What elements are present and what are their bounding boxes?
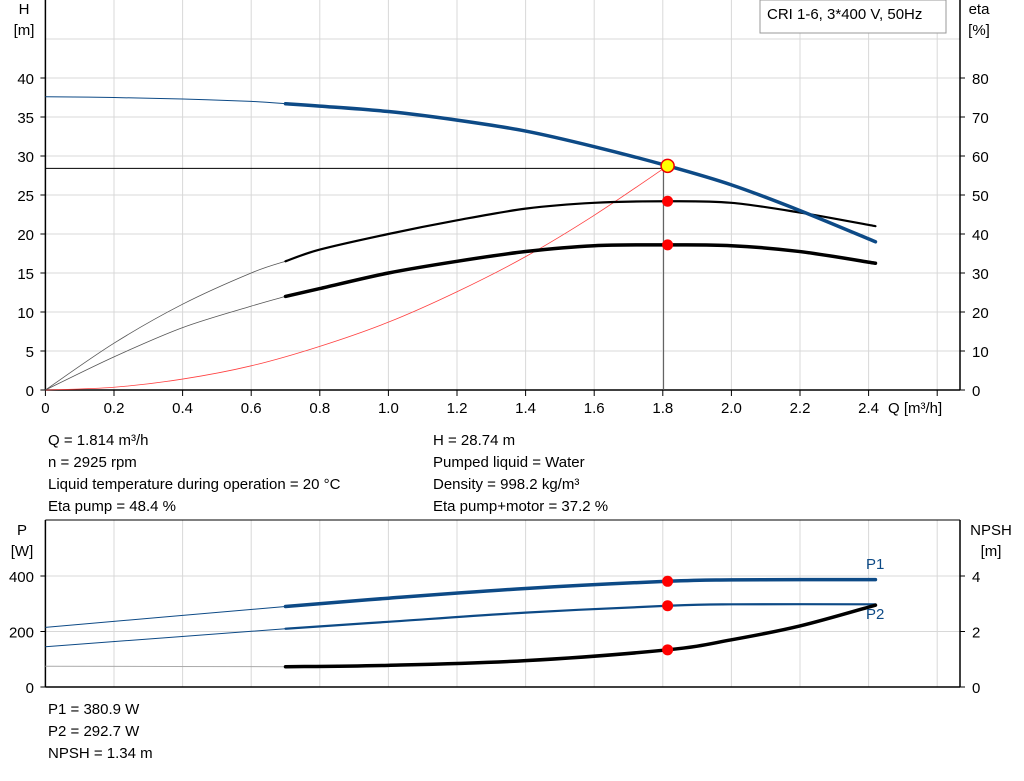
y-tick-label: 15	[17, 266, 34, 283]
y2-tick-label: 50	[972, 188, 989, 205]
y-tick-label: 20	[17, 227, 34, 244]
x-tick-label: 2.2	[790, 400, 811, 417]
p2-curve	[284, 603, 877, 630]
x-tick-label: 2.4	[858, 400, 879, 417]
info-eta-pump: Eta pump = 48.4 %	[48, 498, 176, 515]
info-bottom: P1 = 380.9 W P2 = 292.7 W NPSH = 1.34 m	[48, 699, 153, 765]
y2-tick-label: 80	[972, 71, 989, 88]
p1-label: P1	[866, 556, 884, 573]
info-npsh: NPSH = 1.34 m	[48, 745, 153, 762]
eta-total-curve-thin	[45, 296, 286, 391]
y2-tick-label: 60	[972, 149, 989, 166]
x-tick-label: 1.0	[378, 400, 399, 417]
y-tick-label: 400	[9, 569, 34, 586]
y2-tick-label: 10	[972, 344, 989, 361]
y-label-left-unit: [m]	[14, 22, 35, 39]
x-tick-label: 0.8	[309, 400, 330, 417]
eta-total-curve	[283, 243, 878, 299]
info-n: n = 2925 rpm	[48, 454, 137, 471]
x-tick-label: 1.6	[584, 400, 605, 417]
x-tick-label: 1.4	[515, 400, 536, 417]
info-p2: P2 = 292.7 W	[48, 723, 140, 740]
y-label-left: P	[17, 522, 27, 539]
p1-curve-thin	[45, 606, 286, 628]
info-p1: P1 = 380.9 W	[48, 701, 140, 718]
y2-tick-label: 0	[972, 383, 980, 400]
y-tick-label: 40	[17, 71, 34, 88]
y-tick-label: 5	[26, 344, 34, 361]
y-tick-label: 0	[26, 680, 34, 697]
y-tick-label: 0	[26, 383, 34, 400]
x-tick-label: 0.4	[172, 400, 193, 417]
npsh-curve	[283, 603, 878, 669]
eta-pump-point	[662, 195, 674, 207]
y2-tick-label: 0	[972, 680, 980, 697]
y-label-left: H	[19, 1, 30, 18]
p2-curve-thin	[45, 628, 286, 648]
y-tick-label: 200	[9, 625, 34, 642]
y-tick-label: 25	[17, 188, 34, 205]
title-box	[759, 0, 947, 34]
x-tick-label: 2.0	[721, 400, 742, 417]
info-temp: Liquid temperature during operation = 20…	[48, 476, 341, 493]
y-tick-label: 30	[17, 149, 34, 166]
x-tick-label: 0.6	[241, 400, 262, 417]
y2-tick-label: 4	[972, 569, 980, 586]
system-curve	[45, 165, 668, 391]
eta-pump-curve-thin	[45, 260, 286, 391]
p2-point	[662, 600, 674, 612]
info-density: Density = 998.2 kg/m³	[433, 476, 580, 493]
y2-tick-label: 70	[972, 110, 989, 127]
y2-tick-label: 20	[972, 305, 989, 322]
x-tick-label: 0.2	[104, 400, 125, 417]
x-axis-label: Q [m³/h]	[888, 400, 942, 417]
info-eta-total: Eta pump+motor = 37.2 %	[433, 498, 609, 515]
y-label-right: NPSH	[970, 522, 1012, 539]
y2-tick-label: 2	[972, 625, 980, 642]
info-liquid: Pumped liquid = Water	[433, 454, 585, 471]
y-label-right: eta	[969, 1, 991, 18]
y-label-right-unit: [m]	[981, 543, 1002, 560]
y-label-right-unit: [%]	[968, 22, 990, 39]
y2-tick-label: 30	[972, 266, 989, 283]
eta-pump-curve	[284, 200, 877, 263]
x-tick-label: 1.2	[447, 400, 468, 417]
info-top-right: H = 28.74 m Pumped liquid = Water Densit…	[433, 430, 608, 518]
y-tick-label: 10	[17, 305, 34, 322]
npsh-point	[662, 644, 674, 656]
head-curve-thin	[45, 96, 286, 105]
p2-label: P2	[866, 606, 884, 623]
y-tick-label: 35	[17, 110, 34, 127]
x-tick-label: 0	[41, 400, 49, 417]
x-tick-label: 1.8	[652, 400, 673, 417]
info-top-left: Q = 1.814 m³/h n = 2925 rpm Liquid tempe…	[48, 430, 340, 518]
info-h: H = 28.74 m	[433, 432, 516, 449]
npsh-curve-thin	[45, 665, 286, 668]
y-label-left-unit: [W]	[11, 543, 34, 560]
p1-curve	[283, 577, 878, 609]
eta-total-point	[662, 239, 674, 251]
info-q: Q = 1.814 m³/h	[48, 432, 149, 449]
chart-title: CRI 1-6, 3*400 V, 50Hz	[767, 6, 922, 23]
p1-point	[662, 575, 674, 587]
head-curve	[283, 101, 878, 244]
y2-tick-label: 40	[972, 227, 989, 244]
duty-point	[660, 158, 675, 174]
